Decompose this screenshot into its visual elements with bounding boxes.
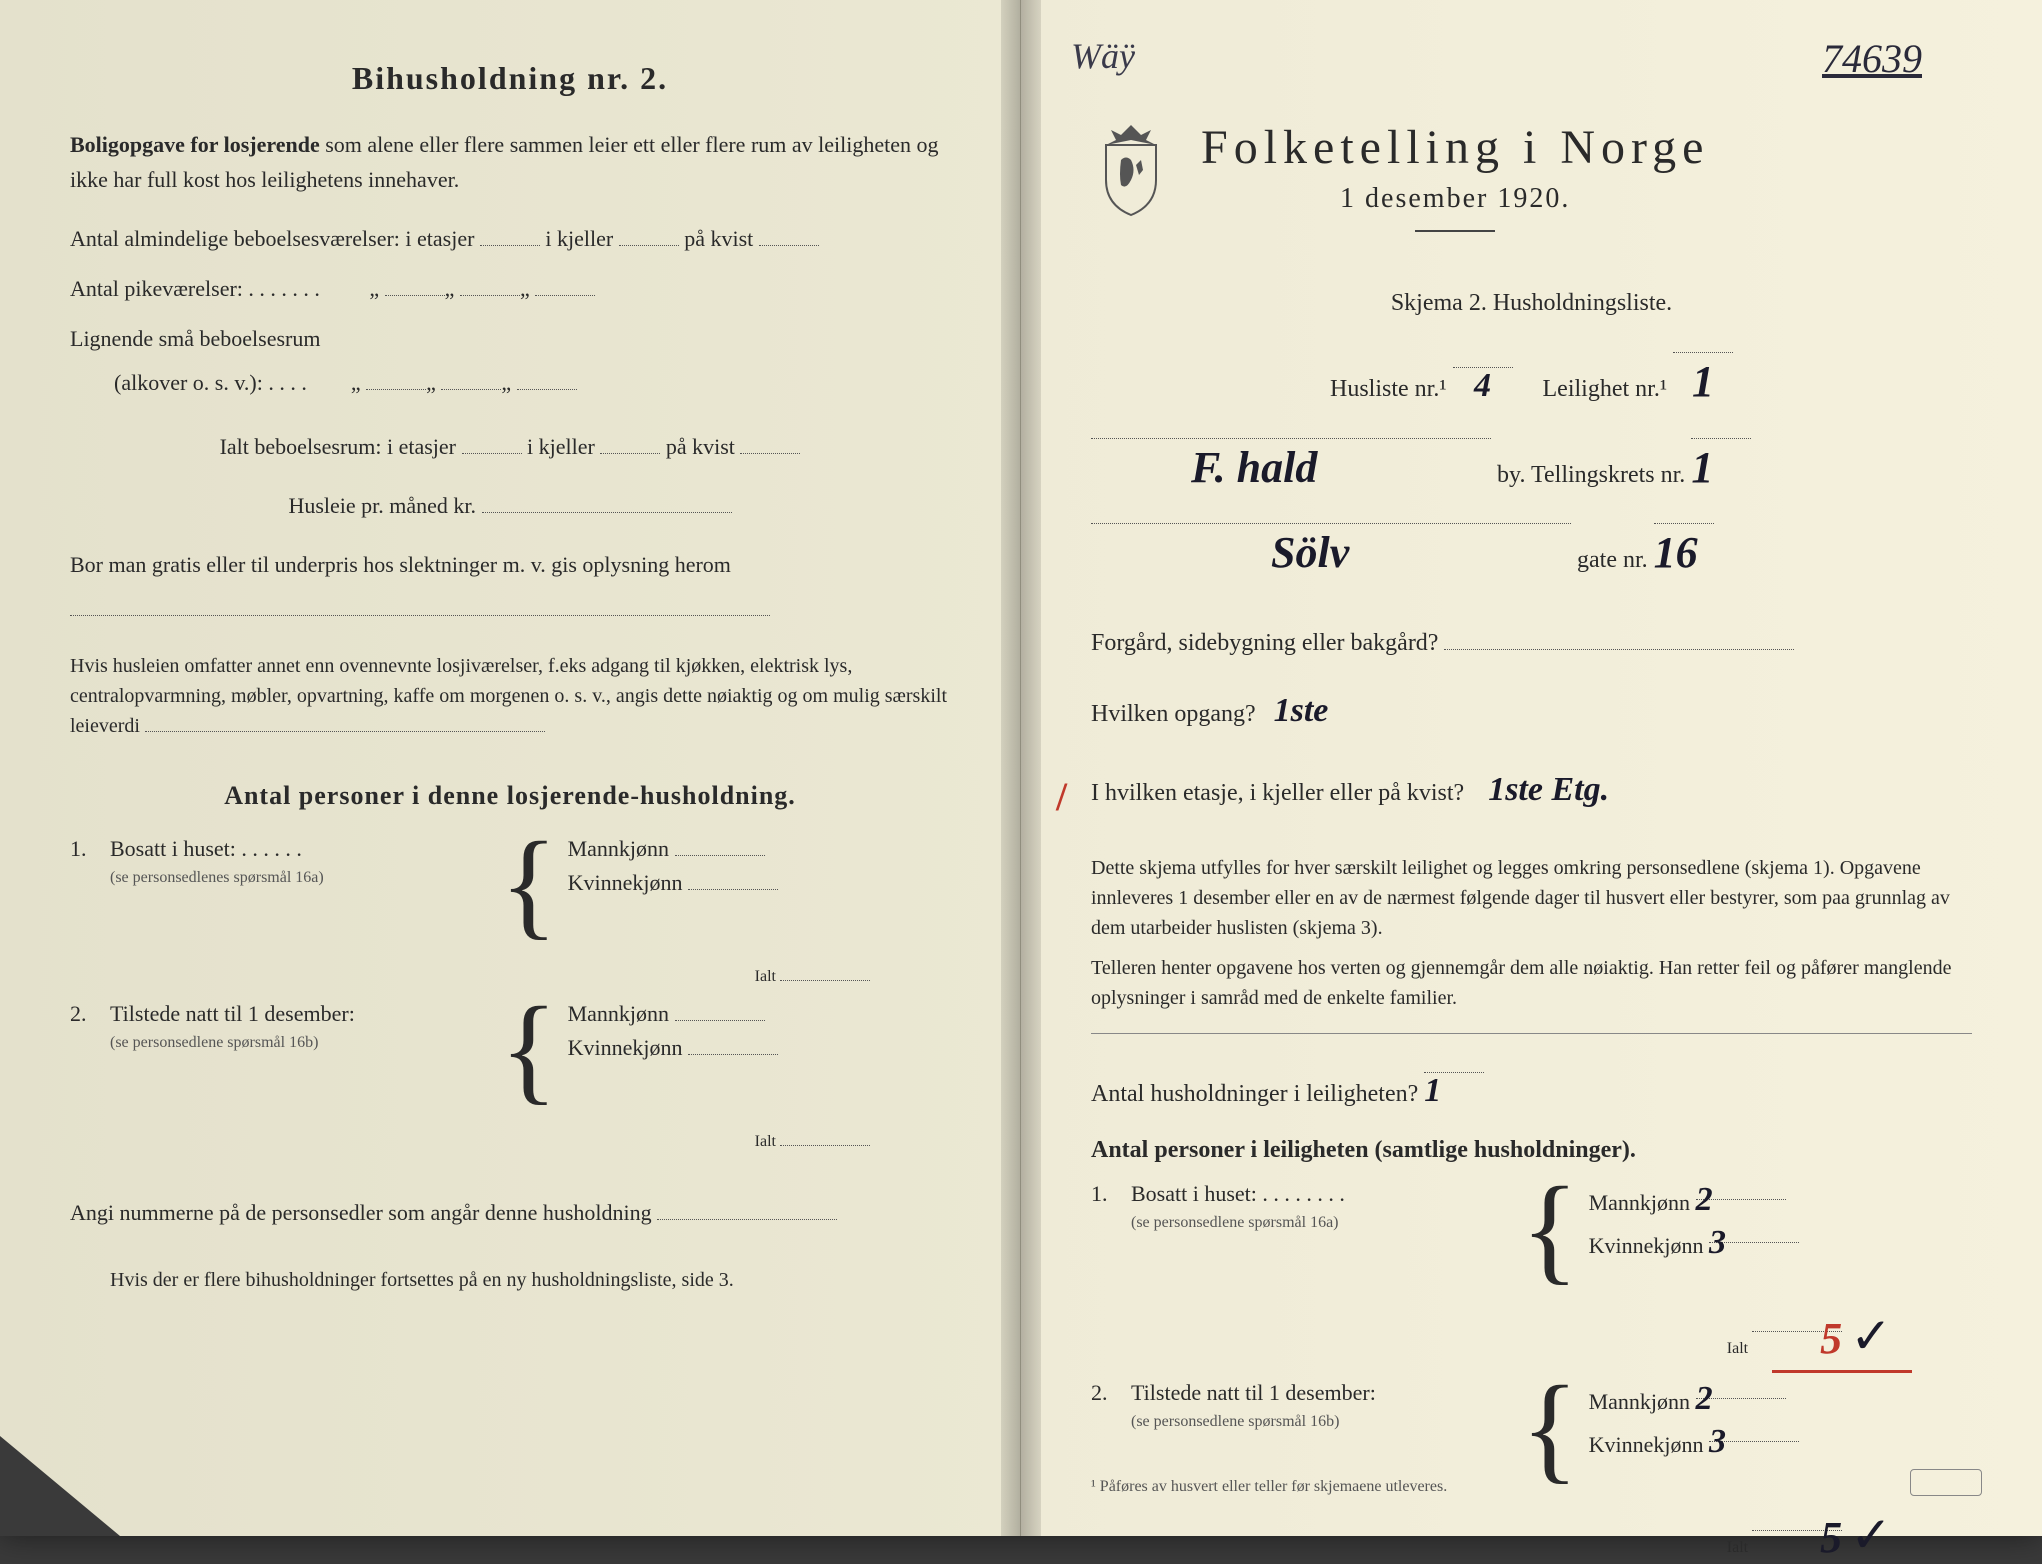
field-husleie: [482, 494, 732, 513]
field-mann-2: [675, 1002, 765, 1021]
field-kjeller-1: [619, 227, 679, 246]
bracket-icon: {: [490, 836, 568, 932]
field-hvis: [145, 713, 545, 732]
field-mann-2r: 2: [1696, 1380, 1786, 1399]
pike-line: Antal pikeværelser: . . . . . . . „ „ „: [70, 267, 950, 311]
num-1: 1.: [70, 836, 110, 932]
title-block: Folketelling i Norge 1 desember 1920.: [1091, 120, 1972, 257]
field-husliste: 4: [1453, 349, 1513, 368]
antal-hush-line: Antal husholdninger i leiligheten? 1: [1091, 1054, 1972, 1121]
hvis-paragraph: Hvis husleien omfatter annet enn ovennev…: [70, 651, 950, 741]
census-document: Bihusholdning nr. 2. Boligopgave for los…: [0, 0, 2042, 1536]
forgard-line: Forgård, sidebygning eller bakgård?: [1091, 617, 1972, 670]
field-bor-gratis: [70, 597, 770, 616]
num-1r: 1.: [1091, 1181, 1131, 1277]
crest-icon: [1091, 120, 1171, 220]
num-2: 2.: [70, 1001, 110, 1097]
bracket-icon: {: [1511, 1380, 1589, 1476]
torn-corner: [0, 1436, 120, 1536]
field-antal-hush: 1: [1424, 1054, 1484, 1073]
right-ialt-2: Ialt 5✓: [1091, 1506, 1972, 1564]
main-title: Folketelling i Norge: [1201, 120, 1709, 175]
bottom-note: Hvis der er flere bihusholdninger fortse…: [70, 1265, 950, 1295]
ialt-beboelse-line: Ialt beboelsesrum: i etasjer i kjeller p…: [70, 425, 950, 469]
field-etasje: 1ste Etg.: [1488, 771, 1609, 808]
left-item-1: 1. Bosatt i huset: . . . . . . (se perso…: [70, 836, 950, 932]
intro-paragraph: Boligopgave for losjerende som alene ell…: [70, 127, 950, 197]
footnote: ¹ Påføres av husvert eller teller før sk…: [1091, 1478, 1447, 1496]
left-section-heading: Antal personer i denne losjerende-hushol…: [70, 781, 950, 811]
field-lig-1: [366, 371, 426, 390]
left-ialt-2: Ialt: [70, 1127, 950, 1151]
checkmark-icon: ✓: [1850, 1507, 1892, 1563]
num-2r: 2.: [1091, 1380, 1131, 1476]
field-opgang: 1ste: [1274, 692, 1329, 729]
field-mann-1: [675, 837, 765, 856]
rooms-line-1: Antal almindelige beboelsesværelser: i e…: [70, 217, 950, 261]
field-kvist-1: [759, 227, 819, 246]
instructions-2: Telleren henter opgavene hos verten og g…: [1091, 953, 1972, 1013]
field-ialt-kv: [740, 435, 800, 454]
left-page: Bihusholdning nr. 2. Boligopgave for los…: [0, 0, 1021, 1536]
field-ialt-2: [780, 1127, 870, 1146]
field-ialt-1r: 5: [1752, 1313, 1842, 1332]
page-number: 74639: [1822, 35, 1922, 82]
field-lig-3: [517, 371, 577, 390]
field-angi: [657, 1201, 837, 1220]
field-lig-2: [441, 371, 501, 390]
field-etasjer-1: [480, 227, 540, 246]
field-ialt-et: [462, 435, 522, 454]
field-leilighet: 1: [1673, 334, 1733, 353]
hr: [1091, 1033, 1972, 1034]
handwritten-annotation: Wäÿ: [1071, 35, 1135, 77]
red-underline: [1772, 1370, 1912, 1373]
right-item-1: 1. Bosatt i huset: . . . . . . . . (se p…: [1091, 1181, 1972, 1277]
checkmark-icon: ✓: [1850, 1308, 1892, 1364]
field-gatenr: 16: [1654, 505, 1714, 524]
field-ialt-1: [780, 962, 870, 981]
skjema-line: Skjema 2. Husholdningsliste.: [1091, 277, 1972, 330]
left-title: Bihusholdning nr. 2.: [70, 60, 950, 97]
field-kvinne-1r: 3: [1709, 1224, 1799, 1243]
husliste-line: Husliste nr.¹ 4 Leilighet nr.¹ 1: [1091, 334, 1972, 416]
field-pike-1: [385, 277, 445, 296]
field-ialt-kj: [600, 435, 660, 454]
subtitle: 1 desember 1920.: [1201, 183, 1709, 215]
angi-line: Angi nummerne på de personsedler som ang…: [70, 1191, 950, 1235]
husleie-line: Husleie pr. måned kr.: [70, 484, 950, 528]
lignende-line: Lignende små beboelsesrum (alkover o. s.…: [70, 317, 950, 405]
by-line: F. hald by. Tellingskrets nr. 1: [1091, 420, 1972, 502]
field-kvinne-2r: 3: [1709, 1423, 1799, 1442]
field-forgard: [1444, 631, 1794, 650]
field-mann-1r: 2: [1696, 1181, 1786, 1200]
bor-gratis-line: Bor man gratis eller til underpris hos s…: [70, 543, 950, 631]
stamp-icon: [1910, 1469, 1982, 1496]
bracket-icon: {: [1511, 1181, 1589, 1277]
left-item-2: 2. Tilstede natt til 1 desember: (se per…: [70, 1001, 950, 1097]
red-slash-icon: /: [1056, 753, 1067, 841]
divider: [1415, 230, 1495, 232]
intro-bold: Boligopgave for losjerende: [70, 132, 320, 157]
opgang-line: Hvilken opgang? 1ste: [1091, 674, 1972, 749]
field-ialt-2r: 5: [1752, 1512, 1842, 1531]
field-kvinne-1: [688, 871, 778, 890]
field-gate: Sölv: [1091, 505, 1571, 524]
field-pike-2: [460, 277, 520, 296]
field-krets: 1: [1691, 420, 1751, 439]
right-ialt-1: Ialt 5✓: [1091, 1307, 1972, 1365]
field-by: F. hald: [1091, 420, 1491, 439]
etasje-line: / I hvilken etasje, i kjeller eller på k…: [1091, 753, 1972, 828]
bracket-icon: {: [490, 1001, 568, 1097]
field-kvinne-2: [688, 1036, 778, 1055]
right-item-2: 2. Tilstede natt til 1 desember: (se per…: [1091, 1380, 1972, 1476]
field-pike-3: [535, 277, 595, 296]
right-page: Wäÿ 74639 Folketelling i Norge 1 desembe…: [1021, 0, 2042, 1536]
instructions-1: Dette skjema utfylles for hver særskilt …: [1091, 853, 1972, 943]
gate-line: Sölv gate nr. 16: [1091, 505, 1972, 587]
